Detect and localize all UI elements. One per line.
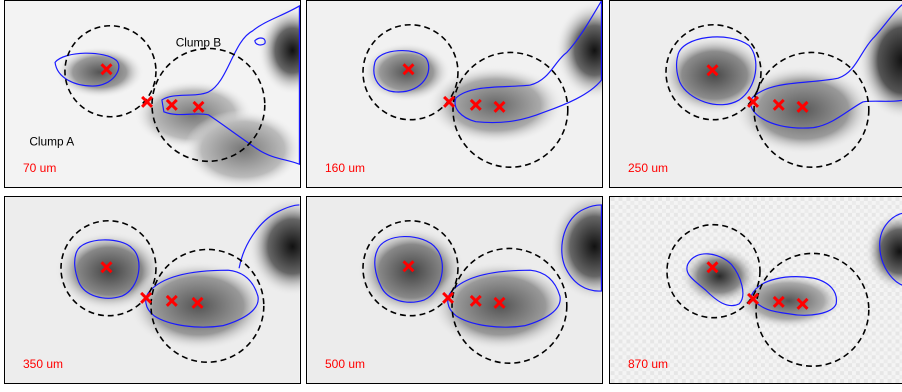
panel-500um: 500 um xyxy=(306,196,603,384)
panel-image xyxy=(610,1,902,187)
peak-markers xyxy=(402,63,506,113)
clump-b-label: Clump B xyxy=(176,36,222,50)
wavelength-label: 500 um xyxy=(325,357,366,371)
panel-image xyxy=(5,197,300,383)
panel-image xyxy=(307,1,602,187)
panel-160um: 160 um xyxy=(306,0,603,188)
panel-870um: 870 um xyxy=(609,196,902,384)
panel-image xyxy=(610,197,902,383)
peak-markers xyxy=(706,261,809,310)
peak-markers xyxy=(100,261,204,309)
wavelength-label: 870 um xyxy=(628,357,669,371)
wavelength-label: 250 um xyxy=(628,161,669,175)
wavelength-label: 70 um xyxy=(23,161,57,175)
wavelength-label: 160 um xyxy=(325,161,366,175)
peak-markers xyxy=(706,64,809,113)
peak-markers xyxy=(402,260,506,309)
wavelength-label: 350 um xyxy=(23,357,64,371)
panel-350um: 350 um xyxy=(4,196,301,384)
panel-image: Clump B Clump A xyxy=(5,1,300,187)
panel-250um: 250 um xyxy=(609,0,902,188)
peak-markers xyxy=(100,63,205,113)
panel-70um: Clump B Clump A 70 um xyxy=(4,0,301,188)
panel-image xyxy=(307,197,602,383)
clump-a-label: Clump A xyxy=(29,134,74,148)
